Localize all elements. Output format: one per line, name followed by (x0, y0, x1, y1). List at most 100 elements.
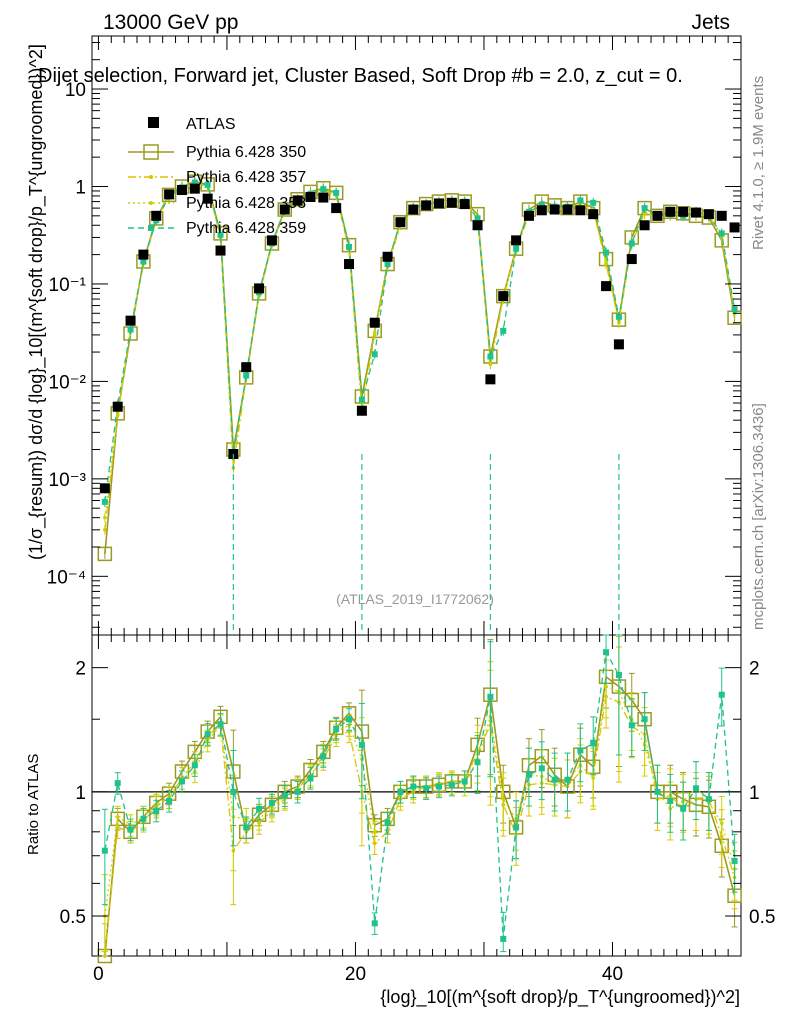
ratio-series-3-point (551, 776, 558, 783)
ratio-series-3-point (615, 671, 622, 678)
xlabel: {log}_10[(m^{soft drop}/p_T^{ungroomed})… (380, 987, 740, 1008)
legend-marker-359 (148, 225, 154, 231)
ratio-ytick-label-right: 0.5 (749, 907, 775, 928)
main-series-3-point (140, 258, 147, 265)
atlas-point (575, 205, 586, 216)
ratio-ytick-label: 1 (75, 783, 86, 804)
main-series-3-point (127, 326, 134, 333)
main-series-3-point (204, 181, 211, 188)
main-ytick-label: 10⁻² (49, 372, 87, 393)
legend-marker-357 (149, 175, 153, 179)
ratio-series-3-point (358, 741, 365, 748)
main-series-3-point (487, 353, 494, 360)
ratio-series-3-point (423, 785, 430, 792)
main-series-3-point (731, 306, 738, 313)
atlas-point (511, 235, 522, 246)
main-series-3-point (513, 245, 520, 252)
atlas-point (536, 205, 547, 216)
ratio-plot-frame (91, 634, 742, 957)
ratio-series-3-point (474, 759, 481, 766)
atlas-point (588, 209, 599, 220)
ratio-series-3-point (641, 716, 648, 723)
ratio-series-3-point (435, 783, 442, 790)
ratio-series-3-point (127, 826, 134, 833)
main-series-3-point (500, 327, 507, 334)
ratio-series-3-point (410, 783, 417, 790)
legend-label-350: Pythia 6.428 350 (186, 144, 306, 161)
ratio-series-3-point (256, 805, 263, 812)
main-series-3-point (641, 205, 648, 212)
ratio-series-3-point (140, 815, 147, 822)
main-series-1-point (103, 528, 107, 532)
ratio-series-3-point (371, 920, 378, 927)
ratio-series-3-point (101, 847, 108, 854)
ratio-series-3-point (243, 824, 250, 831)
main-ytick-label: 10⁻⁴ (47, 567, 86, 588)
main-series-2-point (372, 330, 377, 334)
ratio-series-3-point (281, 792, 288, 799)
atlas-point (613, 339, 624, 350)
legend-marker-atlas (148, 117, 159, 128)
ratio-series-3-point (153, 807, 160, 814)
main-series-3-point (474, 215, 481, 222)
atlas-point (665, 206, 676, 217)
ratio-series-3-point (346, 716, 353, 723)
ratio-series-3-point (513, 824, 520, 831)
main-ytick-label: 10 (65, 80, 86, 101)
ratio-series-3-point (448, 781, 455, 788)
atlas-point (433, 198, 444, 209)
ratio-series-3-point (680, 805, 687, 812)
ratio-series-3-point (564, 776, 571, 783)
ratio-series-2-point (719, 821, 724, 825)
ratio-series-2-point (604, 684, 608, 689)
energy-label: 13000 GeV pp (103, 11, 238, 34)
ratio-series-3-point (191, 762, 198, 769)
ratio-ytick-label: 0.5 (60, 907, 86, 928)
ratio-series-3-point (114, 780, 121, 787)
ratio-series-3-point (718, 691, 725, 698)
atlas-point (472, 220, 483, 231)
main-ytick-label: 1 (75, 177, 86, 198)
main-plot (97, 174, 742, 635)
atlas-point (292, 195, 303, 206)
legend-marker-358 (149, 201, 153, 205)
ratio-series-3-point (628, 722, 635, 729)
main-series-3-point (333, 189, 340, 196)
ratio-series-3-point (654, 788, 661, 795)
atlas-point (151, 210, 162, 221)
atlas-point (549, 204, 560, 215)
atlas-point (703, 209, 714, 220)
atlas-point (408, 204, 419, 215)
ratio-series-3-point (217, 721, 224, 728)
main-series-3-point (346, 243, 353, 250)
atlas-point (395, 217, 406, 228)
atlas-point (369, 317, 380, 328)
axes: 10⁻⁴ 10⁻³ 10⁻² 10⁻¹ 1 10 0 20 40 0.5 0.5 1 1 2 2 (47, 36, 775, 985)
legend-label-359: Pythia 6.428 359 (186, 220, 306, 237)
main-series-2-point (103, 515, 107, 520)
ratio-ytick-label-right: 1 (749, 783, 760, 804)
ratio-series-3-point (268, 799, 275, 806)
main-series-3-point (538, 201, 545, 208)
rivet-label: Rivet 4.1.0, ≥ 1.9M events (750, 76, 767, 250)
ratio-series-3-point (603, 649, 610, 656)
main-series-3-point (243, 372, 250, 379)
ratio-series-3-point (538, 765, 545, 772)
ratio-series-3-point (333, 726, 340, 733)
main-series-3-point (628, 240, 635, 247)
analysis-label: (ATLAS_2019_I1772062) (336, 591, 494, 607)
atlas-point (305, 192, 316, 203)
ratio-series-3-point (166, 798, 173, 805)
ratio-ytick-label: 2 (75, 659, 86, 680)
legend-marker-350 (143, 144, 159, 160)
ratio-series-3-point (320, 753, 327, 760)
atlas-point (318, 192, 329, 203)
main-series-2-point (642, 212, 647, 216)
ratio-series-3-point (384, 820, 391, 827)
main-series-3-point (603, 249, 610, 256)
atlas-point (189, 183, 200, 194)
ratio-plot (92, 634, 742, 964)
atlas-point (652, 210, 663, 221)
atlas-point (691, 207, 702, 218)
main-ytick-label: 10⁻¹ (49, 275, 87, 296)
